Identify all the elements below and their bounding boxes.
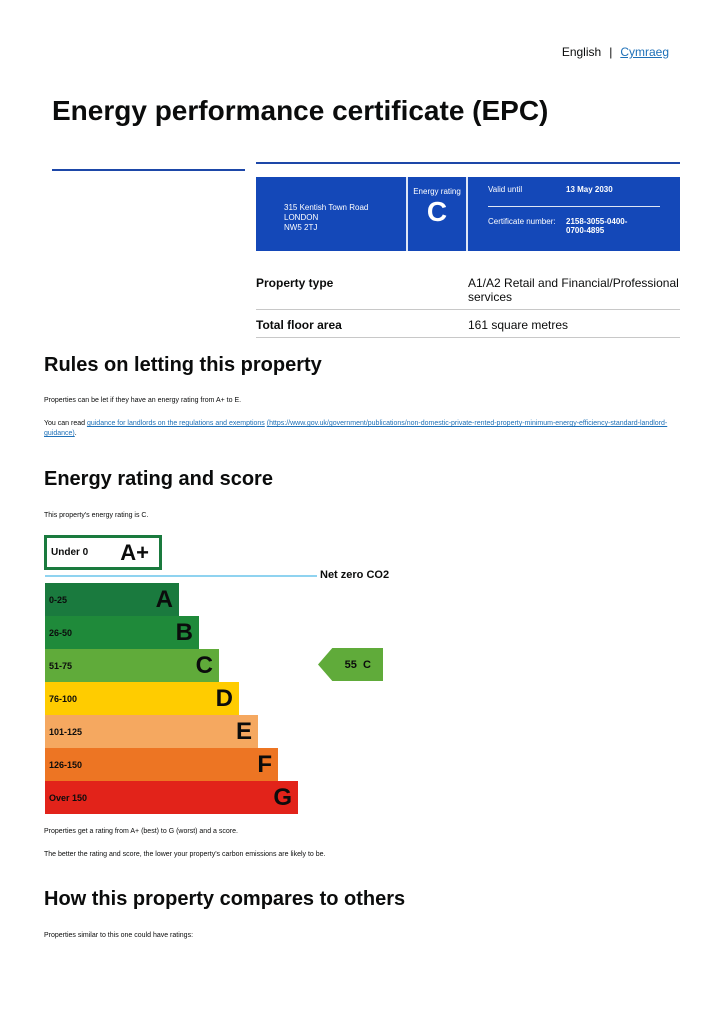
guidance-suffix: . xyxy=(74,430,77,437)
band-range: 51-75 xyxy=(49,660,73,671)
address: 315 Kentish Town Road LONDON NW5 2TJ xyxy=(256,177,408,251)
band-letter: B xyxy=(175,618,193,646)
band-letter: A xyxy=(155,585,173,613)
valid-until-label: Valid until xyxy=(488,185,523,194)
rules-guidance: You can read guidance for landlords on t… xyxy=(44,419,669,439)
property-type-value: A1/A2 Retail and Financial/Professional … xyxy=(468,276,679,304)
certificate-meta: Valid until 13 May 2030 Certificate numb… xyxy=(468,177,680,251)
compare-intro: Properties similar to this one could hav… xyxy=(44,932,194,939)
energy-heading: Energy rating and score xyxy=(44,468,273,490)
address-line: 315 Kentish Town Road xyxy=(284,203,369,212)
page-title: Energy performance certificate (EPC) xyxy=(52,95,549,126)
valid-until-value: 13 May 2030 xyxy=(566,185,613,194)
property-details: Property type A1/A2 Retail and Financial… xyxy=(256,270,680,338)
band-a: 0-25 A xyxy=(45,583,179,616)
floor-area-value: 161 square metres xyxy=(468,318,569,332)
net-zero-line xyxy=(45,575,317,577)
energy-rating-label: Energy rating xyxy=(413,187,461,196)
band-range: 0-25 xyxy=(49,594,68,605)
rules-heading: Rules on letting this property xyxy=(44,354,322,376)
rules-text: Properties can be let if they have an en… xyxy=(44,397,242,404)
address-line: NW5 2TJ xyxy=(284,223,318,232)
guidance-prefix: You can read xyxy=(44,420,87,427)
property-type-row: Property type A1/A2 Retail and Financial… xyxy=(256,270,680,310)
guidance-url[interactable]: (https://www.gov.uk/government/publicati… xyxy=(44,420,668,437)
band-range: 101-125 xyxy=(49,726,83,737)
band-range: 76-100 xyxy=(49,693,78,704)
current-letter: C xyxy=(363,658,371,671)
band-range: Over 150 xyxy=(49,792,88,803)
language-link-welsh[interactable]: Cymraeg xyxy=(620,45,669,59)
band-e: 101-125 E xyxy=(45,715,258,748)
band-aplus: Under 0 A+ xyxy=(44,535,162,570)
current-score: 55 xyxy=(344,658,357,671)
band-letter: G xyxy=(273,783,292,811)
divider xyxy=(488,206,660,207)
net-zero-label: Net zero CO2 xyxy=(320,569,390,581)
guidance-link[interactable]: guidance for landlords on the regulation… xyxy=(86,420,265,427)
band-letter: E xyxy=(235,717,252,745)
energy-rating: Energy rating C xyxy=(408,177,468,251)
language-current: English xyxy=(561,45,602,59)
band-letter: F xyxy=(257,750,272,778)
divider xyxy=(52,169,245,171)
band-c: 51-75 C xyxy=(45,649,219,682)
band-letter: D xyxy=(215,684,233,712)
language-divider: | xyxy=(609,45,613,59)
compare-heading: How this property compares to others xyxy=(44,888,406,910)
band-g: Over 150 G xyxy=(45,781,298,814)
band-f: 126-150 F xyxy=(45,748,278,781)
current-rating-pointer: 55 C xyxy=(318,648,383,681)
band-range: Under 0 xyxy=(51,547,89,558)
energy-rating-value: C xyxy=(426,196,448,227)
floor-area-row: Total floor area 161 square metres xyxy=(256,310,680,338)
certificate-number-value: 2158-3055-0400-0700-4895 xyxy=(566,217,628,235)
band-b: 26-50 B xyxy=(45,616,199,649)
address-line: LONDON xyxy=(284,213,319,222)
band-letter: C xyxy=(195,651,213,679)
divider xyxy=(256,162,680,164)
band-range: 26-50 xyxy=(49,627,73,638)
band-range: 126-150 xyxy=(49,759,83,770)
language-switcher: English | Cymraeg xyxy=(562,45,669,59)
emissions-note: The better the rating and score, the low… xyxy=(44,851,326,858)
certificate-number-label: Certificate number: xyxy=(488,217,556,226)
property-type-label: Property type xyxy=(256,276,334,290)
energy-intro: This property's energy rating is C. xyxy=(44,512,149,519)
band-d: 76-100 D xyxy=(45,682,239,715)
rating-note: Properties get a rating from A+ (best) t… xyxy=(44,828,238,835)
floor-area-label: Total floor area xyxy=(256,318,342,332)
epc-summary-box: 315 Kentish Town Road LONDON NW5 2TJ Ene… xyxy=(256,177,680,251)
band-letter: A+ xyxy=(120,539,149,565)
